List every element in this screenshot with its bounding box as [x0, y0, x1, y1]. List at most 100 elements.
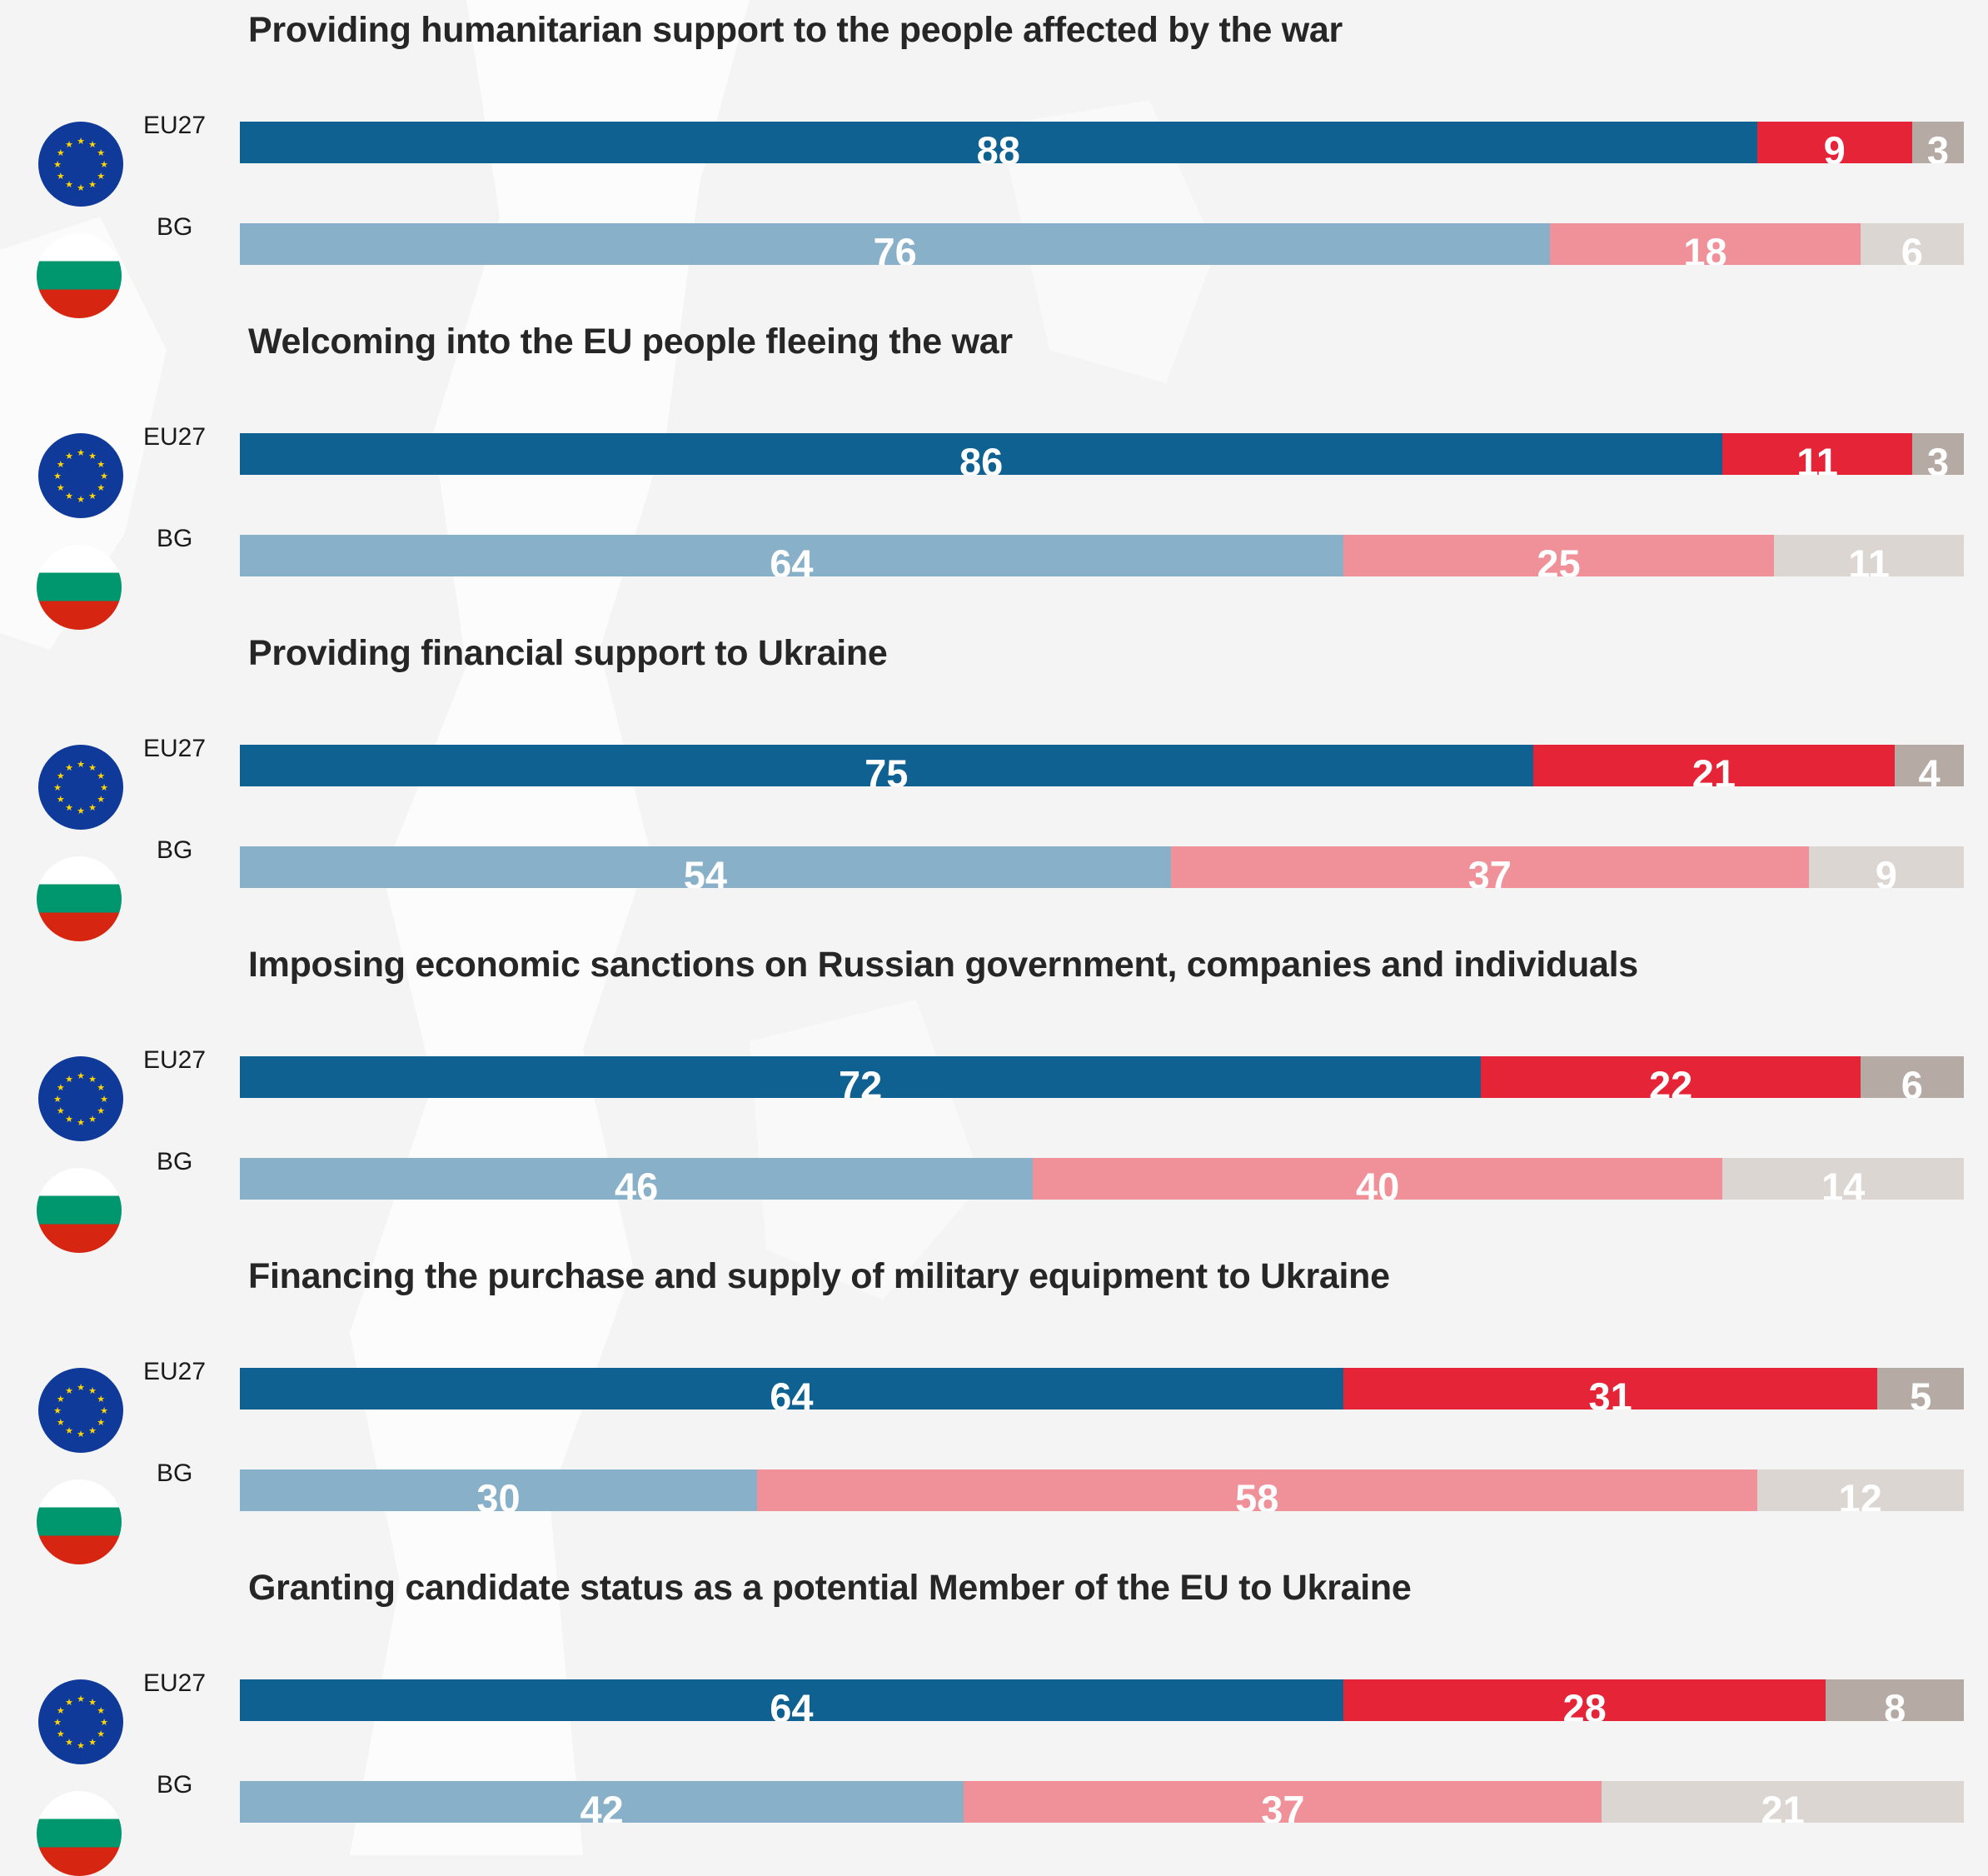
eu-flag-icon: ★ ★ ★ ★ ★ ★ ★ ★ ★ ★ ★ ★ — [38, 122, 123, 207]
data-label: 76 — [873, 230, 917, 265]
row-eu27: ★ ★ ★ ★ ★ ★ ★ ★ ★ ★ ★ ★ EU27 64 28 8 — [0, 1664, 1988, 1764]
bulgaria-flag-icon — [37, 1479, 122, 1564]
svg-text:★: ★ — [57, 482, 65, 493]
data-label: 22 — [1648, 1063, 1693, 1098]
segment-dont-know: 21 — [1602, 1781, 1964, 1823]
svg-text:★: ★ — [97, 1417, 105, 1428]
data-label: 31 — [1588, 1375, 1632, 1409]
svg-text:★: ★ — [97, 482, 105, 493]
svg-text:★: ★ — [57, 459, 65, 470]
svg-text:★: ★ — [57, 1729, 65, 1739]
svg-text:★: ★ — [88, 1385, 97, 1396]
svg-text:★: ★ — [65, 1737, 73, 1748]
svg-text:★: ★ — [88, 762, 97, 773]
svg-text:★: ★ — [97, 147, 105, 158]
row-eu27: ★ ★ ★ ★ ★ ★ ★ ★ ★ ★ ★ ★ EU27 64 31 5 — [0, 1353, 1988, 1453]
segment-dont-know: 3 — [1911, 122, 1964, 163]
question-title: Financing the purchase and supply of mil… — [248, 1256, 1390, 1296]
question-block: Providing humanitarian support to the pe… — [0, 0, 1988, 318]
question-title: Welcoming into the EU people fleeing the… — [248, 322, 1013, 362]
segment-for: 76 — [240, 223, 1551, 265]
svg-text:★: ★ — [53, 1094, 62, 1105]
svg-text:★: ★ — [57, 794, 65, 805]
question-title: Imposing economic sanctions on Russian g… — [248, 945, 1638, 985]
svg-text:★: ★ — [53, 1405, 62, 1416]
svg-text:★: ★ — [100, 159, 108, 170]
stacked-bar: 88 9 3 — [240, 122, 1964, 163]
segment-for: 88 — [240, 122, 1757, 163]
svg-text:★: ★ — [53, 159, 62, 170]
data-label: 30 — [476, 1476, 521, 1511]
bulgaria-flag-icon — [37, 1168, 122, 1253]
svg-text:★: ★ — [100, 1094, 108, 1105]
svg-text:★: ★ — [88, 1425, 97, 1436]
eu-flag-icon: ★ ★ ★ ★ ★ ★ ★ ★ ★ ★ ★ ★ — [38, 1368, 123, 1453]
data-label: 3 — [1926, 128, 1949, 163]
stacked-bar: 54 37 9 — [240, 846, 1964, 888]
data-label: 11 — [1848, 541, 1890, 576]
data-label: 86 — [959, 440, 1004, 475]
svg-text:★: ★ — [97, 171, 105, 182]
svg-text:★: ★ — [65, 762, 73, 773]
svg-text:★: ★ — [57, 147, 65, 158]
row-label: EU27 — [143, 423, 207, 451]
svg-text:★: ★ — [97, 1705, 105, 1716]
svg-text:★: ★ — [77, 1382, 85, 1393]
segment-for: 42 — [240, 1781, 964, 1823]
segment-dont-know: 4 — [1895, 745, 1964, 786]
segment-against: 40 — [1033, 1158, 1723, 1200]
segment-against: 25 — [1343, 535, 1775, 576]
svg-text:★: ★ — [88, 139, 97, 150]
data-label: 18 — [1683, 230, 1727, 265]
svg-text:★: ★ — [100, 782, 108, 793]
row-label: BG — [157, 1148, 193, 1175]
data-label: 3 — [1926, 440, 1949, 475]
question-block: Granting candidate status as a potential… — [0, 1558, 1988, 1876]
question-block: Providing financial support to Ukraine ★ ★… — [0, 623, 1988, 941]
svg-text:★: ★ — [65, 1385, 73, 1396]
svg-text:★: ★ — [53, 782, 62, 793]
row-eu27: ★ ★ ★ ★ ★ ★ ★ ★ ★ ★ ★ ★ EU27 72 22 6 — [0, 1041, 1988, 1141]
question-block: Welcoming into the EU people fleeing the… — [0, 312, 1988, 630]
svg-text:★: ★ — [88, 1697, 97, 1708]
data-label: 14 — [1821, 1165, 1866, 1200]
segment-against: 28 — [1343, 1679, 1826, 1721]
row-label: BG — [157, 836, 193, 864]
stacked-bar: 75 21 4 — [240, 745, 1964, 786]
stacked-bar: 76 18 6 — [240, 223, 1964, 265]
segment-dont-know: 14 — [1722, 1158, 1964, 1200]
svg-text:★: ★ — [65, 802, 73, 813]
svg-text:★: ★ — [97, 1729, 105, 1739]
svg-text:★: ★ — [77, 1694, 85, 1704]
data-label: 9 — [1823, 128, 1846, 163]
row-label: EU27 — [143, 1669, 207, 1697]
data-label: 25 — [1537, 541, 1581, 576]
svg-text:★: ★ — [65, 1425, 73, 1436]
data-label: 8 — [1884, 1686, 1906, 1721]
svg-text:★: ★ — [65, 139, 73, 150]
row-bg: BG 76 18 6 — [0, 208, 1988, 318]
svg-text:★: ★ — [77, 806, 85, 816]
data-label: 21 — [1761, 1788, 1805, 1823]
segment-dont-know: 6 — [1860, 1056, 1964, 1098]
svg-text:★: ★ — [77, 1429, 85, 1439]
data-label: 64 — [770, 1375, 814, 1409]
svg-text:★: ★ — [65, 1114, 73, 1125]
question-block: Imposing economic sanctions on Russian g… — [0, 935, 1988, 1253]
svg-text:★: ★ — [97, 1082, 105, 1093]
svg-text:★: ★ — [97, 794, 105, 805]
row-bg: BG 64 25 11 — [0, 520, 1988, 630]
data-label: 11 — [1796, 440, 1838, 475]
data-label: 88 — [976, 128, 1020, 163]
segment-for: 64 — [240, 535, 1343, 576]
eu-flag-icon: ★ ★ ★ ★ ★ ★ ★ ★ ★ ★ ★ ★ — [38, 745, 123, 830]
svg-text:★: ★ — [57, 171, 65, 182]
data-label: 46 — [614, 1165, 659, 1200]
segment-against: 9 — [1756, 122, 1912, 163]
question-title: Providing humanitarian support to the pe… — [248, 10, 1343, 50]
svg-text:★: ★ — [77, 182, 85, 193]
data-label: 75 — [864, 751, 909, 786]
svg-text:★: ★ — [88, 1114, 97, 1125]
segment-against: 21 — [1532, 745, 1896, 786]
